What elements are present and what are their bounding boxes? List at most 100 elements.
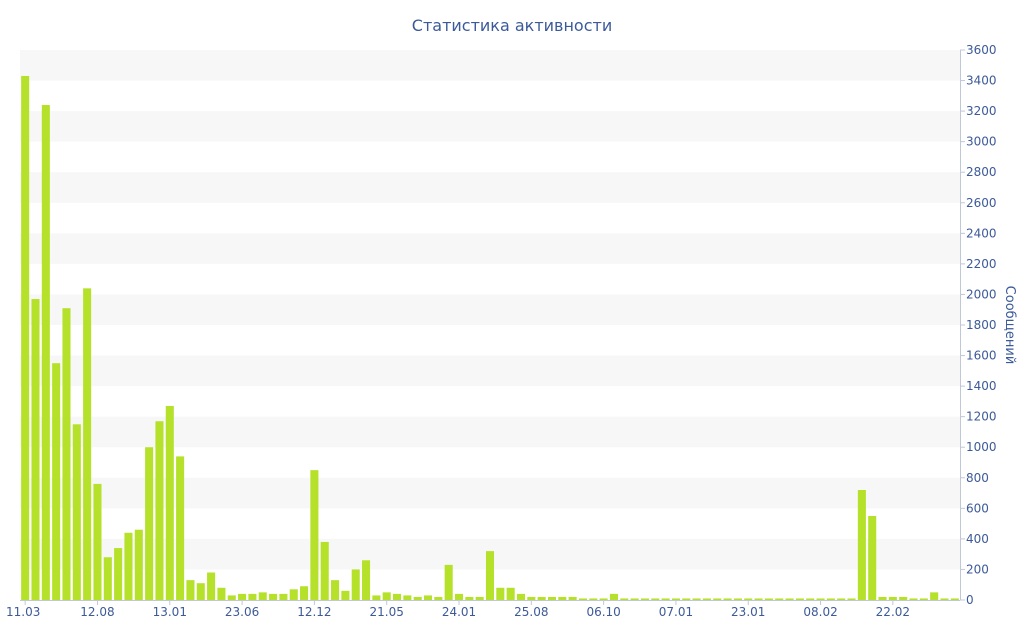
bar	[331, 580, 340, 600]
x-tick-label: 06.10	[586, 605, 620, 619]
y-tick-label: 3400	[966, 74, 997, 88]
bar	[31, 299, 40, 600]
bar	[733, 598, 742, 600]
bar	[310, 470, 319, 600]
bars	[21, 75, 959, 600]
x-tick-label: 22.02	[876, 605, 910, 619]
bar	[909, 598, 918, 600]
bar	[537, 596, 546, 600]
bar	[41, 105, 50, 600]
bar	[847, 598, 856, 600]
bar	[640, 598, 649, 600]
grid-band	[20, 355, 960, 387]
y-tick-label: 2000	[966, 287, 997, 301]
bar	[661, 598, 670, 600]
y-tick-label: 1600	[966, 349, 997, 363]
bar	[723, 598, 732, 600]
bar	[341, 590, 350, 600]
bar	[145, 447, 154, 600]
bar	[630, 598, 639, 600]
bar	[775, 598, 784, 600]
bar	[620, 598, 629, 600]
bar	[165, 405, 174, 600]
bar	[289, 589, 298, 600]
bar	[506, 587, 515, 600]
y-tick-label: 2200	[966, 257, 997, 271]
x-tick-label: 12.12	[297, 605, 331, 619]
axes: 0 200 400 600 800 1000 1200 1400 1600 1800 2000 220…	[6, 43, 997, 619]
bar	[806, 598, 815, 600]
y-tick-label: 2600	[966, 196, 997, 210]
bar	[423, 595, 433, 600]
bar	[93, 483, 102, 600]
bar	[599, 598, 608, 600]
x-tick-label: 23.01	[731, 605, 765, 619]
x-tick-label: 12.08	[80, 605, 114, 619]
y-tick-label: 600	[966, 501, 989, 515]
x-tick-label: 08.02	[803, 605, 837, 619]
bar	[785, 598, 794, 600]
bar	[744, 598, 753, 600]
bar	[671, 598, 680, 600]
bar	[899, 596, 908, 600]
bar	[826, 598, 835, 600]
bar	[454, 593, 464, 600]
bar	[382, 592, 391, 600]
bar	[362, 560, 371, 600]
y-axis-label: Сообщений	[1002, 286, 1017, 365]
bar	[568, 596, 577, 600]
bar	[816, 598, 825, 600]
bar	[558, 596, 567, 600]
x-tick-label: 24.01	[442, 605, 476, 619]
y-tick-label: 2800	[966, 165, 997, 179]
bar	[83, 288, 92, 600]
grid-band	[20, 233, 960, 264]
bar	[764, 598, 773, 600]
y-tick-label: 200	[966, 562, 989, 576]
grid-band	[20, 416, 960, 448]
bar	[320, 541, 329, 600]
bar	[196, 583, 205, 600]
bar	[186, 580, 195, 600]
bar	[269, 593, 278, 600]
bar	[930, 592, 939, 600]
bar	[217, 587, 226, 600]
y-tick-label: 3600	[966, 43, 997, 57]
bar	[413, 596, 422, 600]
y-tick-label: 3200	[966, 104, 997, 118]
bar	[72, 424, 81, 600]
bar	[21, 75, 30, 600]
bar	[713, 598, 722, 600]
x-tick-label: 25.08	[514, 605, 548, 619]
grid-band	[20, 294, 960, 325]
y-tick-label: 3000	[966, 135, 997, 149]
bar	[527, 596, 536, 600]
bar	[857, 490, 866, 600]
bar	[134, 529, 143, 600]
bar	[444, 564, 453, 600]
bar	[651, 598, 660, 600]
y-tick-label: 0	[966, 593, 974, 607]
y-tick-label: 1200	[966, 410, 997, 424]
bar	[837, 598, 846, 600]
bar	[475, 596, 484, 600]
bar	[692, 598, 701, 600]
bar	[124, 532, 133, 600]
bar	[702, 598, 711, 600]
y-tick-label: 800	[966, 471, 989, 485]
bar	[609, 593, 618, 600]
bar	[114, 548, 123, 600]
bar	[950, 598, 959, 600]
bar	[868, 515, 877, 600]
x-tick-label: 07.01	[659, 605, 693, 619]
x-tick-label: 13.01	[153, 605, 187, 619]
y-tick-label: 1800	[966, 318, 997, 332]
bar	[589, 598, 598, 600]
bar	[351, 569, 360, 600]
grid-band	[20, 172, 960, 203]
bar	[62, 308, 71, 600]
x-tick-label: 23.06	[225, 605, 259, 619]
bar	[465, 596, 474, 600]
bar	[393, 593, 402, 600]
